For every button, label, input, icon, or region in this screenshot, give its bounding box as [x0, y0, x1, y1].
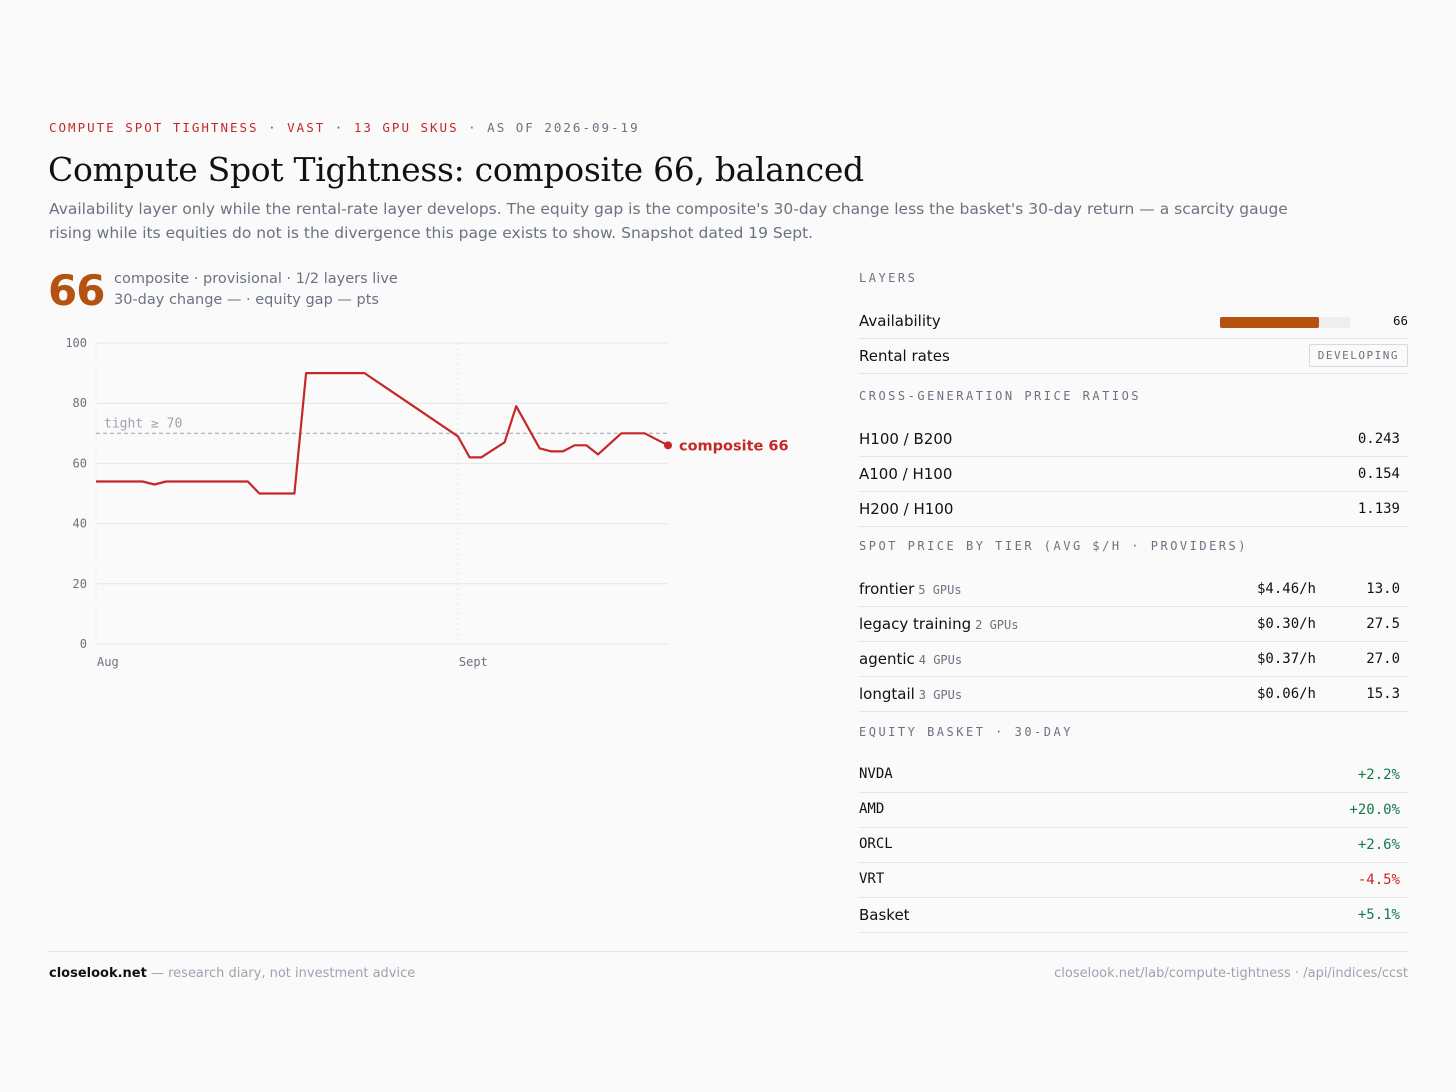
equity-heading: EQUITY BASKET · 30-DAY	[859, 725, 1073, 739]
brand-link[interactable]: closelook.net	[49, 966, 147, 981]
equity-row: AMD +20.0%	[859, 793, 1408, 828]
ratios-panel: CROSS-GENERATION PRICE RATIOS H100 / B20…	[859, 389, 1408, 527]
chart-threshold: tight ≥ 70	[96, 416, 668, 434]
tier-gpu-count: 5 GPUs	[918, 583, 962, 597]
tier-price: $0.06/h	[1256, 686, 1316, 702]
tiers-heading: SPOT PRICE BY TIER (AVG $/H · PROVIDERS)	[859, 539, 1248, 553]
equity-panel: EQUITY BASKET · 30-DAY NVDA +2.2% AMD +20.…	[859, 725, 1408, 933]
composite-meta-line1: composite · provisional · 1/2 layers liv…	[114, 271, 398, 287]
page-title: Compute Spot Tightness: composite 66, ba…	[48, 150, 864, 189]
layer-row-availability: Availability 66	[859, 304, 1408, 339]
developing-badge: DEVELOPING	[1308, 344, 1408, 367]
tier-price: $4.46/h	[1256, 581, 1316, 597]
equity-return: +20.0%	[1349, 802, 1400, 818]
layer-label: Rental rates	[859, 347, 950, 365]
tier-gpu-count: 3 GPUs	[918, 688, 963, 702]
layer-row-rental: Rental rates DEVELOPING	[859, 339, 1408, 374]
chart-grid	[95, 342, 668, 645]
tiers-panel: SPOT PRICE BY TIER (AVG $/H · PROVIDERS)…	[859, 539, 1408, 712]
equity-ticker: AMD	[859, 801, 885, 817]
tier-price: $0.30/h	[1256, 616, 1316, 632]
tier-label: longtail	[859, 685, 915, 703]
composite-endpoint	[664, 441, 672, 450]
equity-return: +5.1%	[1357, 907, 1400, 923]
tier-providers: 15.3	[1366, 686, 1400, 702]
tier-gpu-count: 4 GPUs	[918, 653, 963, 667]
x-tick-label: Sept	[459, 655, 488, 669]
kicker-primary: COMPUTE SPOT TIGHTNESS · VAST · 13 GPU S…	[49, 120, 459, 135]
composite-line	[96, 371, 669, 495]
ratio-value: 0.154	[1357, 466, 1400, 482]
layer-bar-track	[1220, 317, 1350, 328]
ratio-label: A100 / H100	[859, 465, 953, 483]
ratio-value: 0.243	[1357, 431, 1400, 447]
equity-ticker: Basket	[859, 906, 910, 924]
ratio-label: H200 / H100	[859, 500, 954, 518]
composite-end-label: composite 66	[679, 438, 789, 454]
kicker: COMPUTE SPOT TIGHTNESS · VAST · 13 GPU S…	[49, 120, 640, 135]
chart-series: composite 66	[96, 371, 789, 495]
tier-price: $0.37/h	[1256, 651, 1316, 667]
ratio-row: H100 / B200 0.243	[859, 422, 1408, 457]
ratio-row: H200 / H100 1.139	[859, 492, 1408, 527]
ratio-value: 1.139	[1357, 501, 1400, 517]
equity-row: NVDA +2.2%	[859, 758, 1408, 793]
footer-links[interactable]: closelook.net/lab/compute-tightness · /a…	[1054, 966, 1408, 981]
equity-row: ORCL +2.6%	[859, 828, 1408, 863]
layers-panel: LAYERS Availability 66 Rental rates DEVE…	[859, 271, 1408, 374]
tier-row: frontier 5 GPUs $4.46/h 13.0	[859, 572, 1408, 607]
y-tick-label: 100	[65, 336, 87, 350]
footer-tagline: — research diary, not investment advice	[146, 966, 416, 981]
equity-return: -4.5%	[1357, 872, 1400, 888]
y-tick-label: 20	[73, 577, 87, 591]
tier-providers: 13.0	[1366, 581, 1400, 597]
threshold-label: tight ≥ 70	[104, 416, 182, 431]
tier-row: longtail 3 GPUs $0.06/h 15.3	[859, 677, 1408, 712]
chart-ticks: 0 20 40 60 80 100 Aug Sept	[65, 336, 487, 669]
layer-value: 66	[1392, 313, 1408, 328]
tier-gpu-count: 2 GPUs	[975, 618, 1019, 632]
equity-row: VRT -4.5%	[859, 863, 1408, 898]
composite-meta-line2: 30-day change — · equity gap — pts	[114, 292, 379, 308]
composite-value: 66	[48, 266, 105, 315]
tier-providers: 27.0	[1366, 651, 1400, 667]
y-tick-label: 40	[73, 517, 87, 531]
equity-row: Basket +5.1%	[859, 898, 1408, 933]
layer-label: Availability	[859, 312, 941, 330]
footer-brand: closelook.net — research diary, not inve…	[49, 966, 415, 981]
tier-providers: 27.5	[1366, 616, 1400, 632]
ratio-row: A100 / H100 0.154	[859, 457, 1408, 492]
y-tick-label: 60	[73, 456, 87, 470]
page-subtitle: Availability layer only while the rental…	[49, 200, 1288, 242]
ratio-label: H100 / B200	[859, 430, 953, 448]
tier-label: frontier	[859, 580, 915, 598]
equity-return: +2.2%	[1357, 767, 1400, 783]
x-tick-label: Aug	[97, 655, 119, 669]
equity-ticker: VRT	[859, 871, 885, 887]
layers-heading: LAYERS	[859, 271, 918, 285]
layer-bar-fill	[1220, 317, 1319, 328]
tier-row: agentic 4 GPUs $0.37/h 27.0	[859, 642, 1408, 677]
tier-row: legacy training 2 GPUs $0.30/h 27.5	[859, 607, 1408, 642]
tier-label: agentic	[859, 650, 915, 668]
composite-chart: 0 20 40 60 80 100 Aug Sept tight ≥ 70 composite…	[65, 336, 789, 669]
equity-ticker: NVDA	[859, 766, 893, 782]
tier-label: legacy training	[859, 615, 972, 633]
y-tick-label: 80	[73, 396, 87, 410]
equity-return: +2.6%	[1357, 837, 1400, 853]
equity-ticker: ORCL	[859, 836, 893, 852]
ratios-heading: CROSS-GENERATION PRICE RATIOS	[859, 389, 1142, 403]
y-tick-label: 0	[80, 637, 87, 651]
footer-divider	[48, 951, 1408, 952]
kicker-date: · AS OF 2026-09-19	[458, 120, 640, 135]
